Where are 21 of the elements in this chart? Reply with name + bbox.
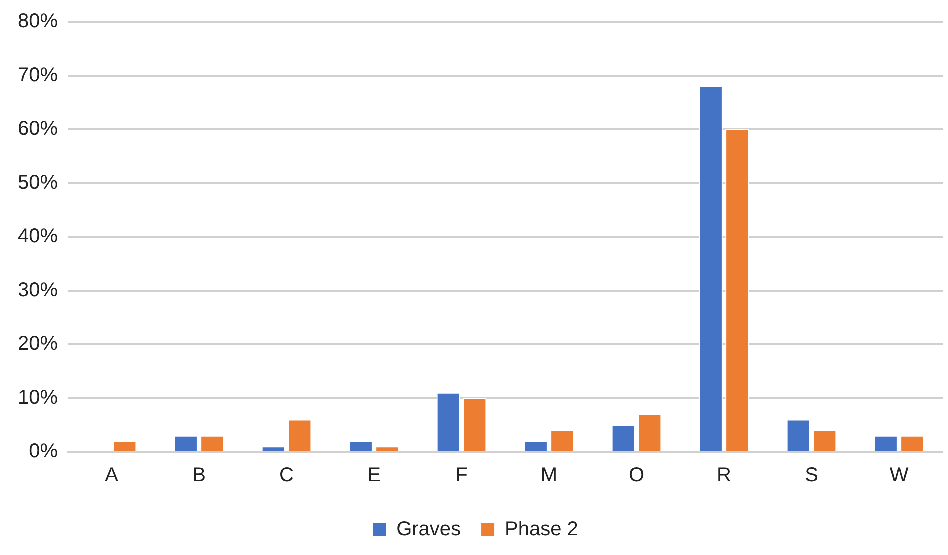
- x-tick-label: F: [456, 464, 468, 487]
- y-tick-label: 10%: [18, 386, 58, 409]
- x-tick-label: S: [805, 464, 818, 487]
- legend-label: Phase 2: [505, 518, 578, 541]
- x-tick-label: M: [540, 464, 558, 487]
- x-tick-label: A: [105, 464, 120, 487]
- y-tick-label: 30%: [18, 279, 58, 302]
- legend-label: Graves: [396, 518, 462, 541]
- y-tick-label: 50%: [18, 172, 58, 194]
- y-tick-label: 40%: [18, 226, 58, 248]
- y-tick-label: 80%: [18, 10, 58, 33]
- x-tick-label: O: [628, 464, 645, 487]
- x-tick-label: R: [717, 464, 732, 487]
- y-tick-label: 20%: [18, 333, 58, 356]
- y-tick-label: 0%: [29, 440, 58, 463]
- x-tick-label: C: [280, 464, 294, 487]
- x-tick-label: W: [890, 464, 909, 487]
- x-tick-label: E: [368, 464, 381, 487]
- x-tick-label: B: [192, 464, 206, 487]
- y-tick-label: 60%: [18, 118, 58, 140]
- y-tick-label: 70%: [18, 64, 58, 86]
